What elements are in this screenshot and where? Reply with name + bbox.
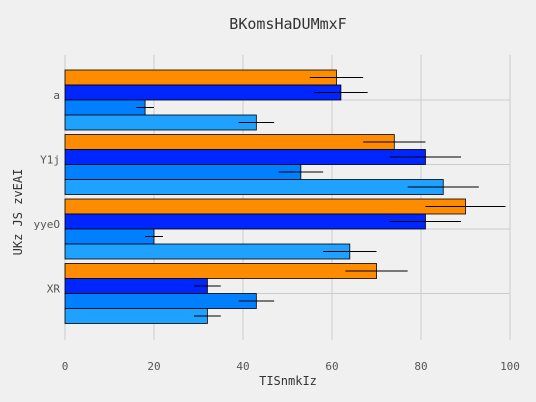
bar [64,84,342,101]
x-tick-label: 0 [62,360,69,373]
error-bars [136,77,506,317]
chart-title: BKomsHaDUMmxF [229,15,346,33]
bar [64,263,377,279]
bar [64,198,466,215]
y-tick-label: XR [47,283,61,296]
bar [64,308,208,324]
x-tick-label: 100 [500,360,520,373]
x-tick-label: 60 [325,360,338,373]
bar [64,149,426,165]
bar [64,293,257,309]
y-tick-label: Y1j [40,154,60,167]
bar [64,179,444,195]
x-tick-label: 80 [414,360,427,373]
y-tick-label: a [53,89,60,102]
y-axis-label: UKz JS zvEAI [11,169,25,256]
x-axis-label: TISnmkIz [259,374,317,388]
bar [64,99,146,116]
bar [64,228,155,245]
y-tick-label: yyeO [34,218,61,231]
bar [64,213,426,230]
bar [64,134,395,150]
bar [64,164,302,180]
tick-labels: 0 20 40 60 80 100 a Y1j yyeO XR [34,89,520,373]
bar [64,69,337,86]
x-tick-label: 20 [147,360,160,373]
bar [64,114,257,131]
bars [64,69,466,324]
x-tick-label: 40 [236,360,249,373]
bar [64,243,351,260]
bar [64,278,208,294]
